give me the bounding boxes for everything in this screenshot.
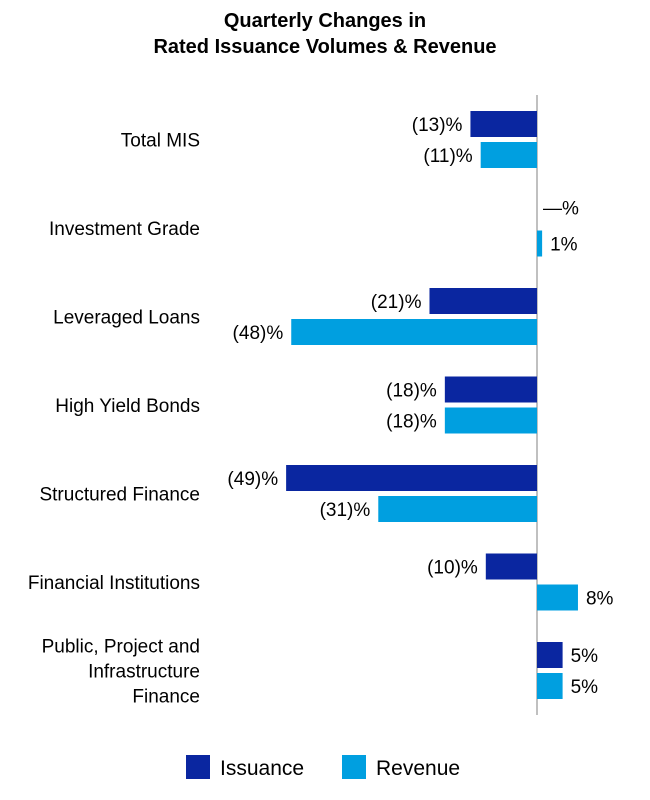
data-label: 8% [586,589,614,610]
bar-issuance [429,288,537,314]
bar-revenue [537,230,543,257]
data-label: (10)% [427,558,478,579]
data-label: (31)% [320,500,371,521]
data-label: (49)% [227,469,278,490]
category-label: Leveraged Loans [53,308,200,329]
bar-revenue [378,496,537,522]
data-label: —% [543,199,579,220]
data-label: 5% [571,646,599,667]
bar-issuance [286,465,537,491]
legend-swatch-issuance [186,755,210,779]
bar-revenue [444,407,537,434]
legend-label: Issuance [220,757,304,780]
legend-label: Revenue [376,757,460,780]
chart-title: Quarterly Changes in [224,10,426,32]
bar-issuance [537,642,563,668]
category-label: Investment Grade [49,219,200,240]
bar-issuance [470,111,537,137]
bar-revenue [291,319,537,345]
bar-issuance [444,376,537,403]
category-label: Structured Finance [39,485,200,506]
data-label: (11)% [423,146,472,167]
category-label: Infrastructure [88,662,200,683]
bar-revenue [537,673,563,699]
data-label: (18)% [386,381,437,402]
data-label: (13)% [412,115,463,136]
data-label: (48)% [233,323,284,344]
data-label: 1% [550,235,578,256]
category-label: Financial Institutions [28,573,200,594]
category-label: High Yield Bonds [55,396,200,417]
legend-swatch-revenue [342,755,366,779]
data-label: (18)% [386,412,437,433]
category-label: Finance [132,687,200,708]
category-label: Total MIS [121,131,200,152]
category-label: Public, Project and [42,637,200,658]
data-label: 5% [571,677,599,698]
bar-issuance [485,553,537,580]
data-label: (21)% [371,292,422,313]
bar-revenue [537,584,578,611]
chart-title: Rated Issuance Volumes & Revenue [153,36,496,58]
bar-revenue [480,142,537,168]
